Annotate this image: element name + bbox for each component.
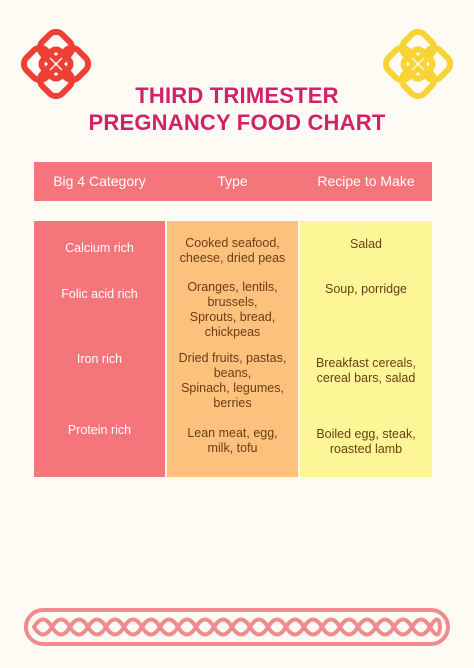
category-cell: Protein rich <box>67 423 132 437</box>
celtic-knot-icon-right <box>382 28 454 100</box>
celtic-knot-icon-left <box>20 28 92 100</box>
recipe-cell: Salad <box>350 237 382 251</box>
title-line-1: THIRD TRIMESTER <box>135 83 339 108</box>
category-cell: Folic acid rich <box>61 287 138 301</box>
recipe-column: Salad Soup, porridge Breakfast cereals, … <box>300 221 432 477</box>
type-column: Cooked seafood, cheese, dried peas Orang… <box>167 221 298 477</box>
type-cell: Lean meat, egg, milk, tofu <box>187 426 278 455</box>
recipe-cell: Breakfast cereals, cereal bars, salad <box>315 356 417 385</box>
page-title: THIRD TRIMESTER PREGNANCY FOOD CHART <box>0 82 474 136</box>
header-recipe: Recipe to Make <box>317 173 415 189</box>
recipe-cell: Soup, porridge <box>324 282 407 296</box>
type-cell: Dried fruits, pastas, beans, Spinach, le… <box>178 351 287 410</box>
header-type: Type <box>217 173 248 189</box>
category-column: Calcium rich Folic acid rich Iron rich P… <box>34 221 165 477</box>
table-header: Big 4 Category Type Recipe to Make <box>34 162 432 201</box>
recipe-cell: Boiled egg, steak, roasted lamb <box>316 427 416 456</box>
type-cell: Oranges, lentils, brussels, Sprouts, bre… <box>187 280 278 339</box>
type-cell: Cooked seafood, cheese, dried peas <box>179 236 286 265</box>
category-cell: Calcium rich <box>65 241 134 255</box>
category-cell: Iron rich <box>76 352 123 366</box>
title-line-2: PREGNANCY FOOD CHART <box>88 110 386 135</box>
celtic-braid-border <box>24 608 450 646</box>
header-category: Big 4 Category <box>53 173 146 189</box>
